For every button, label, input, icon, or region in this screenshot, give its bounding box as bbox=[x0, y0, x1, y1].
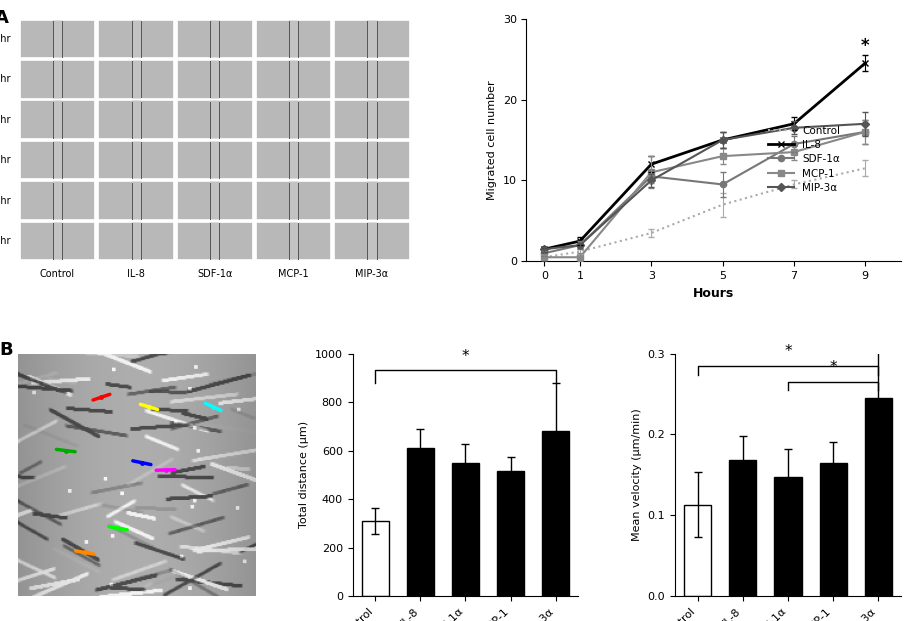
Text: *: * bbox=[784, 344, 792, 359]
Bar bbox=[98, 60, 174, 99]
Bar bbox=[288, 101, 298, 139]
Bar bbox=[820, 463, 846, 596]
Bar bbox=[53, 141, 62, 179]
Bar bbox=[132, 101, 141, 139]
Text: 7 hr: 7 hr bbox=[0, 196, 10, 206]
Bar bbox=[288, 20, 298, 58]
Bar bbox=[98, 222, 174, 260]
Bar bbox=[334, 60, 410, 99]
Bar bbox=[334, 222, 410, 260]
Bar bbox=[53, 60, 62, 99]
Bar bbox=[20, 181, 96, 220]
Bar bbox=[177, 101, 252, 139]
Bar bbox=[98, 181, 174, 220]
Bar bbox=[98, 20, 174, 58]
Bar bbox=[368, 101, 377, 139]
Text: MCP-1: MCP-1 bbox=[278, 268, 308, 279]
Bar bbox=[53, 222, 62, 260]
Bar bbox=[684, 505, 711, 596]
Text: *: * bbox=[829, 360, 837, 375]
Bar bbox=[256, 20, 331, 58]
Bar bbox=[210, 60, 219, 99]
Bar bbox=[53, 181, 62, 220]
Text: IL-8: IL-8 bbox=[127, 268, 145, 279]
Bar bbox=[210, 20, 219, 58]
Bar bbox=[368, 60, 377, 99]
Bar bbox=[132, 222, 141, 260]
Bar bbox=[542, 431, 570, 596]
Bar bbox=[334, 181, 410, 220]
Text: *: * bbox=[861, 37, 870, 55]
Bar bbox=[20, 141, 96, 179]
Text: *: * bbox=[461, 350, 470, 365]
Bar bbox=[729, 460, 756, 596]
Bar bbox=[256, 222, 331, 260]
Bar bbox=[210, 141, 219, 179]
Text: MIP-3α: MIP-3α bbox=[356, 268, 389, 279]
Bar bbox=[210, 222, 219, 260]
Y-axis label: Mean velocity (µm/min): Mean velocity (µm/min) bbox=[632, 409, 642, 542]
Bar bbox=[132, 20, 141, 58]
Bar bbox=[288, 141, 298, 179]
Bar bbox=[256, 101, 331, 139]
Text: Control: Control bbox=[40, 268, 76, 279]
Y-axis label: Total distance (µm): Total distance (µm) bbox=[299, 421, 309, 528]
Bar bbox=[210, 101, 219, 139]
Bar bbox=[210, 181, 219, 220]
Bar bbox=[334, 101, 410, 139]
X-axis label: Hours: Hours bbox=[693, 286, 734, 299]
Bar bbox=[177, 222, 252, 260]
Bar bbox=[132, 181, 141, 220]
Bar bbox=[368, 20, 377, 58]
Bar bbox=[20, 222, 96, 260]
Bar bbox=[177, 60, 252, 99]
Bar bbox=[132, 60, 141, 99]
Bar bbox=[256, 181, 331, 220]
Bar bbox=[20, 20, 96, 58]
Text: B: B bbox=[0, 342, 13, 360]
Bar bbox=[288, 60, 298, 99]
Text: SDF-1α: SDF-1α bbox=[197, 268, 232, 279]
Text: 1 hr: 1 hr bbox=[0, 75, 10, 84]
Bar bbox=[361, 521, 389, 596]
Legend: Control, IL-8, SDF-1α, MCP-1, MIP-3α: Control, IL-8, SDF-1α, MCP-1, MIP-3α bbox=[763, 121, 844, 197]
Bar bbox=[288, 181, 298, 220]
Bar bbox=[53, 20, 62, 58]
Bar bbox=[334, 20, 410, 58]
Bar bbox=[177, 20, 252, 58]
Bar bbox=[368, 222, 377, 260]
Bar bbox=[288, 222, 298, 260]
Bar bbox=[177, 181, 252, 220]
Bar bbox=[334, 141, 410, 179]
Bar bbox=[98, 101, 174, 139]
Text: 9 hr: 9 hr bbox=[0, 236, 10, 246]
Bar bbox=[132, 141, 141, 179]
Bar bbox=[256, 141, 331, 179]
Bar bbox=[452, 463, 479, 596]
Bar bbox=[497, 471, 524, 596]
Text: A: A bbox=[0, 9, 8, 27]
Bar bbox=[368, 141, 377, 179]
Bar bbox=[864, 398, 892, 596]
Y-axis label: Migrated cell number: Migrated cell number bbox=[487, 80, 497, 200]
Text: 3 hr: 3 hr bbox=[0, 115, 10, 125]
Bar bbox=[20, 60, 96, 99]
Bar bbox=[368, 181, 377, 220]
Bar bbox=[256, 60, 331, 99]
Bar bbox=[53, 101, 62, 139]
Bar bbox=[177, 141, 252, 179]
Bar bbox=[407, 448, 434, 596]
Bar bbox=[98, 141, 174, 179]
Bar bbox=[20, 101, 96, 139]
Text: 5 hr: 5 hr bbox=[0, 155, 10, 165]
Text: 0 hr: 0 hr bbox=[0, 34, 10, 44]
Bar bbox=[774, 478, 802, 596]
